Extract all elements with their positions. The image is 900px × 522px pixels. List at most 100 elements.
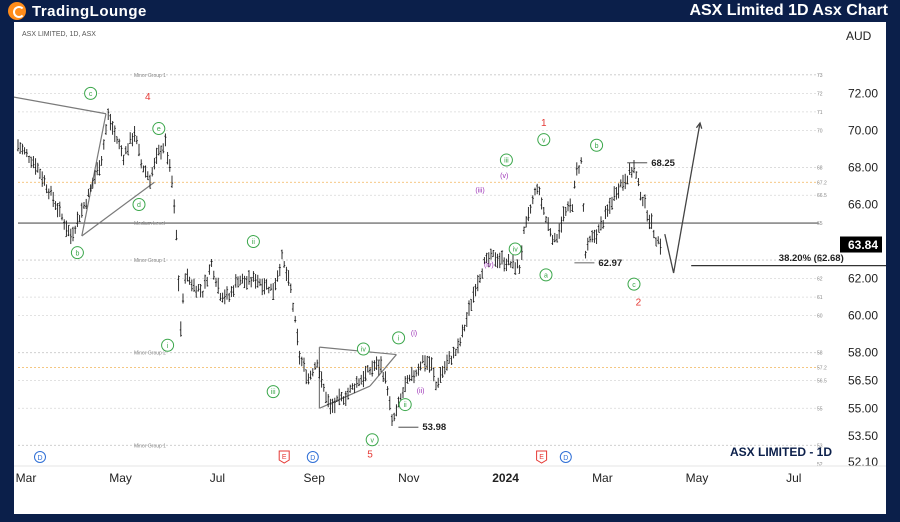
minor-tick-label: 60 [817,314,823,320]
x-tick-label: 2024 [492,471,519,485]
minor-tick-label: 62 [817,277,823,283]
price-callout: 62.97 [598,258,622,269]
currency-label[interactable]: AUD [846,29,872,43]
earnings-label: E [282,454,287,461]
wave-label: v [542,137,546,144]
dividend-label: D [37,455,42,462]
wave-circle [132,197,146,211]
y-tick-label: 58.00 [848,346,878,360]
x-tick-label: Sep [304,471,326,485]
wave-label: (iii) [475,188,484,195]
minor-tick-label: 53 [817,443,823,449]
trendline [319,385,371,409]
minor-tick-label: 70 [817,128,823,134]
minor-tick-label: 55 [817,406,823,412]
wave-circle [627,277,641,291]
dividend-icon [306,451,319,463]
wave-circle [537,133,551,147]
minor-tick-label: 68 [817,165,823,171]
wave-label: (v) [500,173,508,180]
y-tick-label: 55.00 [848,401,878,415]
wave-label: ii [404,402,408,409]
wave-label: iii [504,158,509,165]
trendline [369,354,397,387]
trendline [14,96,107,115]
wave-label: 5 [367,450,373,461]
projection-line [664,122,701,274]
level-label: Minor Group 1 [134,443,166,449]
price-annotations: 68.25 62.97 53.98 38.20% (62.68) [398,158,844,433]
price-callout: 53.98 [422,422,446,433]
watermark-label: ASX LIMITED - 1D [730,445,832,459]
y-tick-label: 66.00 [848,197,878,211]
wave-circle [152,122,166,136]
wave-label: 2 [636,298,642,309]
earnings-label: E [539,454,544,461]
header-bar: TradingLounge ASX Limited 1D Asx Chart [0,0,900,22]
wave-label: e [157,126,161,133]
level-label: Medium Level [134,221,165,227]
wave-label: i [167,343,169,350]
y-tick-label: 53.50 [848,429,878,443]
minor-tick-label: 71 [817,110,823,116]
minor-tick-label: 72 [817,91,823,97]
projection-path [664,121,703,274]
symbol-label: ASX LIMITED, 1D, ASX [22,31,96,38]
trendline [81,113,107,237]
wave-circle [161,338,175,352]
y-tick-label: 72.00 [848,86,878,100]
wave-label: b [595,143,599,150]
wave-label: iii [271,389,276,396]
last-price-badge [840,236,882,253]
minor-tick-label: 56.5 [817,378,827,384]
minor-tick-label: 63 [817,258,823,264]
dividend-label: D [563,455,568,462]
y-tick-label: 52.10 [848,455,878,469]
x-tick-label: Mar [16,471,37,485]
minor-tick-label: 67.2 [817,180,827,186]
wave-circle [365,433,379,447]
wave-label: iv [361,347,367,354]
wave-label: b [75,250,79,257]
horizontal-levels: Minor Group 1 Medium Level Minor Group 1 Mi… [18,73,819,449]
wave-label: 1 [541,118,547,129]
wave-circle [84,86,98,100]
wave-label: d [137,202,141,209]
x-tick-label: May [686,471,709,485]
wave-circle [246,235,260,249]
x-tick-label: Jul [786,471,801,485]
wave-circle [398,398,412,412]
wave-label: ii [252,239,256,246]
logo-text: TradingLounge [32,2,147,20]
level-label: Minor Group 1 [134,73,166,79]
x-tick-label: Nov [398,471,419,485]
wave-circle [70,246,84,260]
wave-label: c [89,91,93,98]
price-chart[interactable]: Minor Group 1 Medium Level Minor Group 1 Mi… [14,22,886,514]
y-tick-label: 62.00 [848,272,878,286]
x-tick-label: Jul [210,471,225,485]
price-callout: 68.25 [651,158,675,169]
minor-tick-label: 52 [817,462,823,468]
minor-tick-label: 65 [817,221,823,227]
minor-tick-label: 58 [817,351,823,357]
wave-label: iv [513,247,519,254]
wave-label: 4 [145,92,151,103]
wave-circle [356,342,370,356]
wave-circle [499,153,513,167]
wave-circle [266,385,280,399]
wave-circle [508,242,522,256]
wave-label: (i) [411,330,417,337]
minor-tick-label: 61 [817,295,823,301]
wave-circle [392,331,406,345]
y-tick-label: 68.00 [848,160,878,174]
wave-circle [590,138,604,152]
projection-arrow [695,121,703,129]
chart-panel[interactable]: Minor Group 1 Medium Level Minor Group 1 Mi… [14,22,886,514]
wave-label: c [632,282,636,289]
dividend-icon [559,451,572,463]
wave-label: (iv) [484,262,494,269]
earnings-icon [278,450,290,464]
x-tick-label: Mar [592,471,613,485]
